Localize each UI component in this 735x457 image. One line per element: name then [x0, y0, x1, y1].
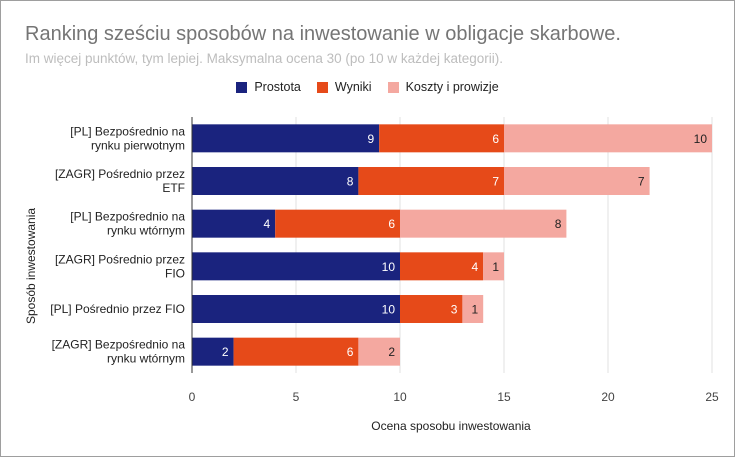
x-tick-label: 25 — [705, 390, 719, 404]
data-label: 6 — [388, 217, 395, 231]
legend-item[interactable]: Koszty i prowizje — [387, 80, 499, 94]
chart-subtitle: Im więcej punktów, tym lepiej. Maksymaln… — [25, 51, 503, 66]
data-label: 8 — [347, 175, 354, 189]
y-category-label: [PL] Bezpośrednio na — [70, 124, 185, 138]
data-label: 2 — [388, 345, 395, 359]
data-label: 1 — [472, 303, 479, 317]
bar-segment — [192, 252, 400, 281]
y-category-label: rynku pierwotnym — [91, 138, 185, 152]
data-label: 4 — [472, 260, 479, 274]
legend: Prostota Wyniki Koszty i prowizje — [1, 80, 734, 94]
legend-label: Wyniki — [334, 80, 372, 94]
x-tick-label: 20 — [601, 390, 615, 404]
legend-swatch — [387, 81, 399, 93]
y-axis-title: Sposób inwestowania — [24, 208, 38, 324]
bar-segment — [358, 337, 400, 366]
data-label: 10 — [382, 303, 396, 317]
data-label: 6 — [347, 345, 354, 359]
y-category-label: [ZAGR] Pośrednio przez — [55, 167, 185, 181]
data-label: 9 — [368, 132, 375, 146]
legend-label: Koszty i prowizje — [405, 80, 499, 94]
data-label: 4 — [264, 217, 271, 231]
bar-segment — [400, 295, 463, 323]
data-label: 3 — [451, 303, 458, 317]
bar-segment — [192, 167, 359, 195]
data-label: 10 — [694, 132, 708, 146]
x-tick-label: 15 — [497, 390, 511, 404]
bar-segment — [504, 167, 650, 195]
data-label: 1 — [492, 260, 499, 274]
bar-segment — [400, 252, 484, 281]
bar-segment — [192, 209, 276, 238]
data-label: 7 — [492, 175, 499, 189]
legend-item[interactable]: Prostota — [236, 80, 301, 94]
x-tick-label: 5 — [293, 390, 300, 404]
bar-segment — [275, 209, 400, 238]
bar-segment — [379, 124, 504, 153]
x-tick-label: 10 — [393, 390, 407, 404]
y-category-label: [ZAGR] Bezpośrednio na — [52, 338, 186, 352]
y-category-label: [PL] Pośrednio przez FIO — [50, 302, 185, 316]
legend-item[interactable]: Wyniki — [316, 80, 372, 94]
chart-title: Ranking sześciu sposobów na inwestowanie… — [25, 23, 621, 45]
x-axis-title: Ocena sposobu inwestowania — [371, 419, 531, 433]
x-tick-label: 0 — [189, 390, 196, 404]
bar-segment — [233, 337, 359, 366]
data-label: 6 — [492, 132, 499, 146]
bar-segment — [192, 295, 400, 323]
bar-segment — [192, 337, 234, 366]
y-category-label: FIO — [165, 266, 185, 280]
legend-swatch — [316, 81, 328, 93]
bar-segment — [358, 167, 504, 195]
y-category-label: rynku wtórnym — [107, 224, 185, 238]
legend-swatch — [236, 81, 248, 93]
y-category-label: [ZAGR] Pośrednio przez — [55, 252, 185, 266]
bar-segment — [504, 124, 712, 153]
bar-segment — [192, 124, 380, 153]
data-label: 10 — [382, 260, 396, 274]
bar-segment — [483, 252, 504, 281]
y-category-label: [PL] Bezpośrednio na — [70, 210, 185, 224]
bar-segment — [462, 295, 484, 323]
bar-segment — [400, 209, 567, 238]
y-category-label: ETF — [162, 181, 185, 195]
data-label: 8 — [555, 217, 562, 231]
legend-label: Prostota — [254, 80, 301, 94]
data-label: 2 — [222, 345, 229, 359]
data-label: 7 — [638, 175, 645, 189]
y-category-label: rynku wtórnym — [107, 352, 185, 366]
